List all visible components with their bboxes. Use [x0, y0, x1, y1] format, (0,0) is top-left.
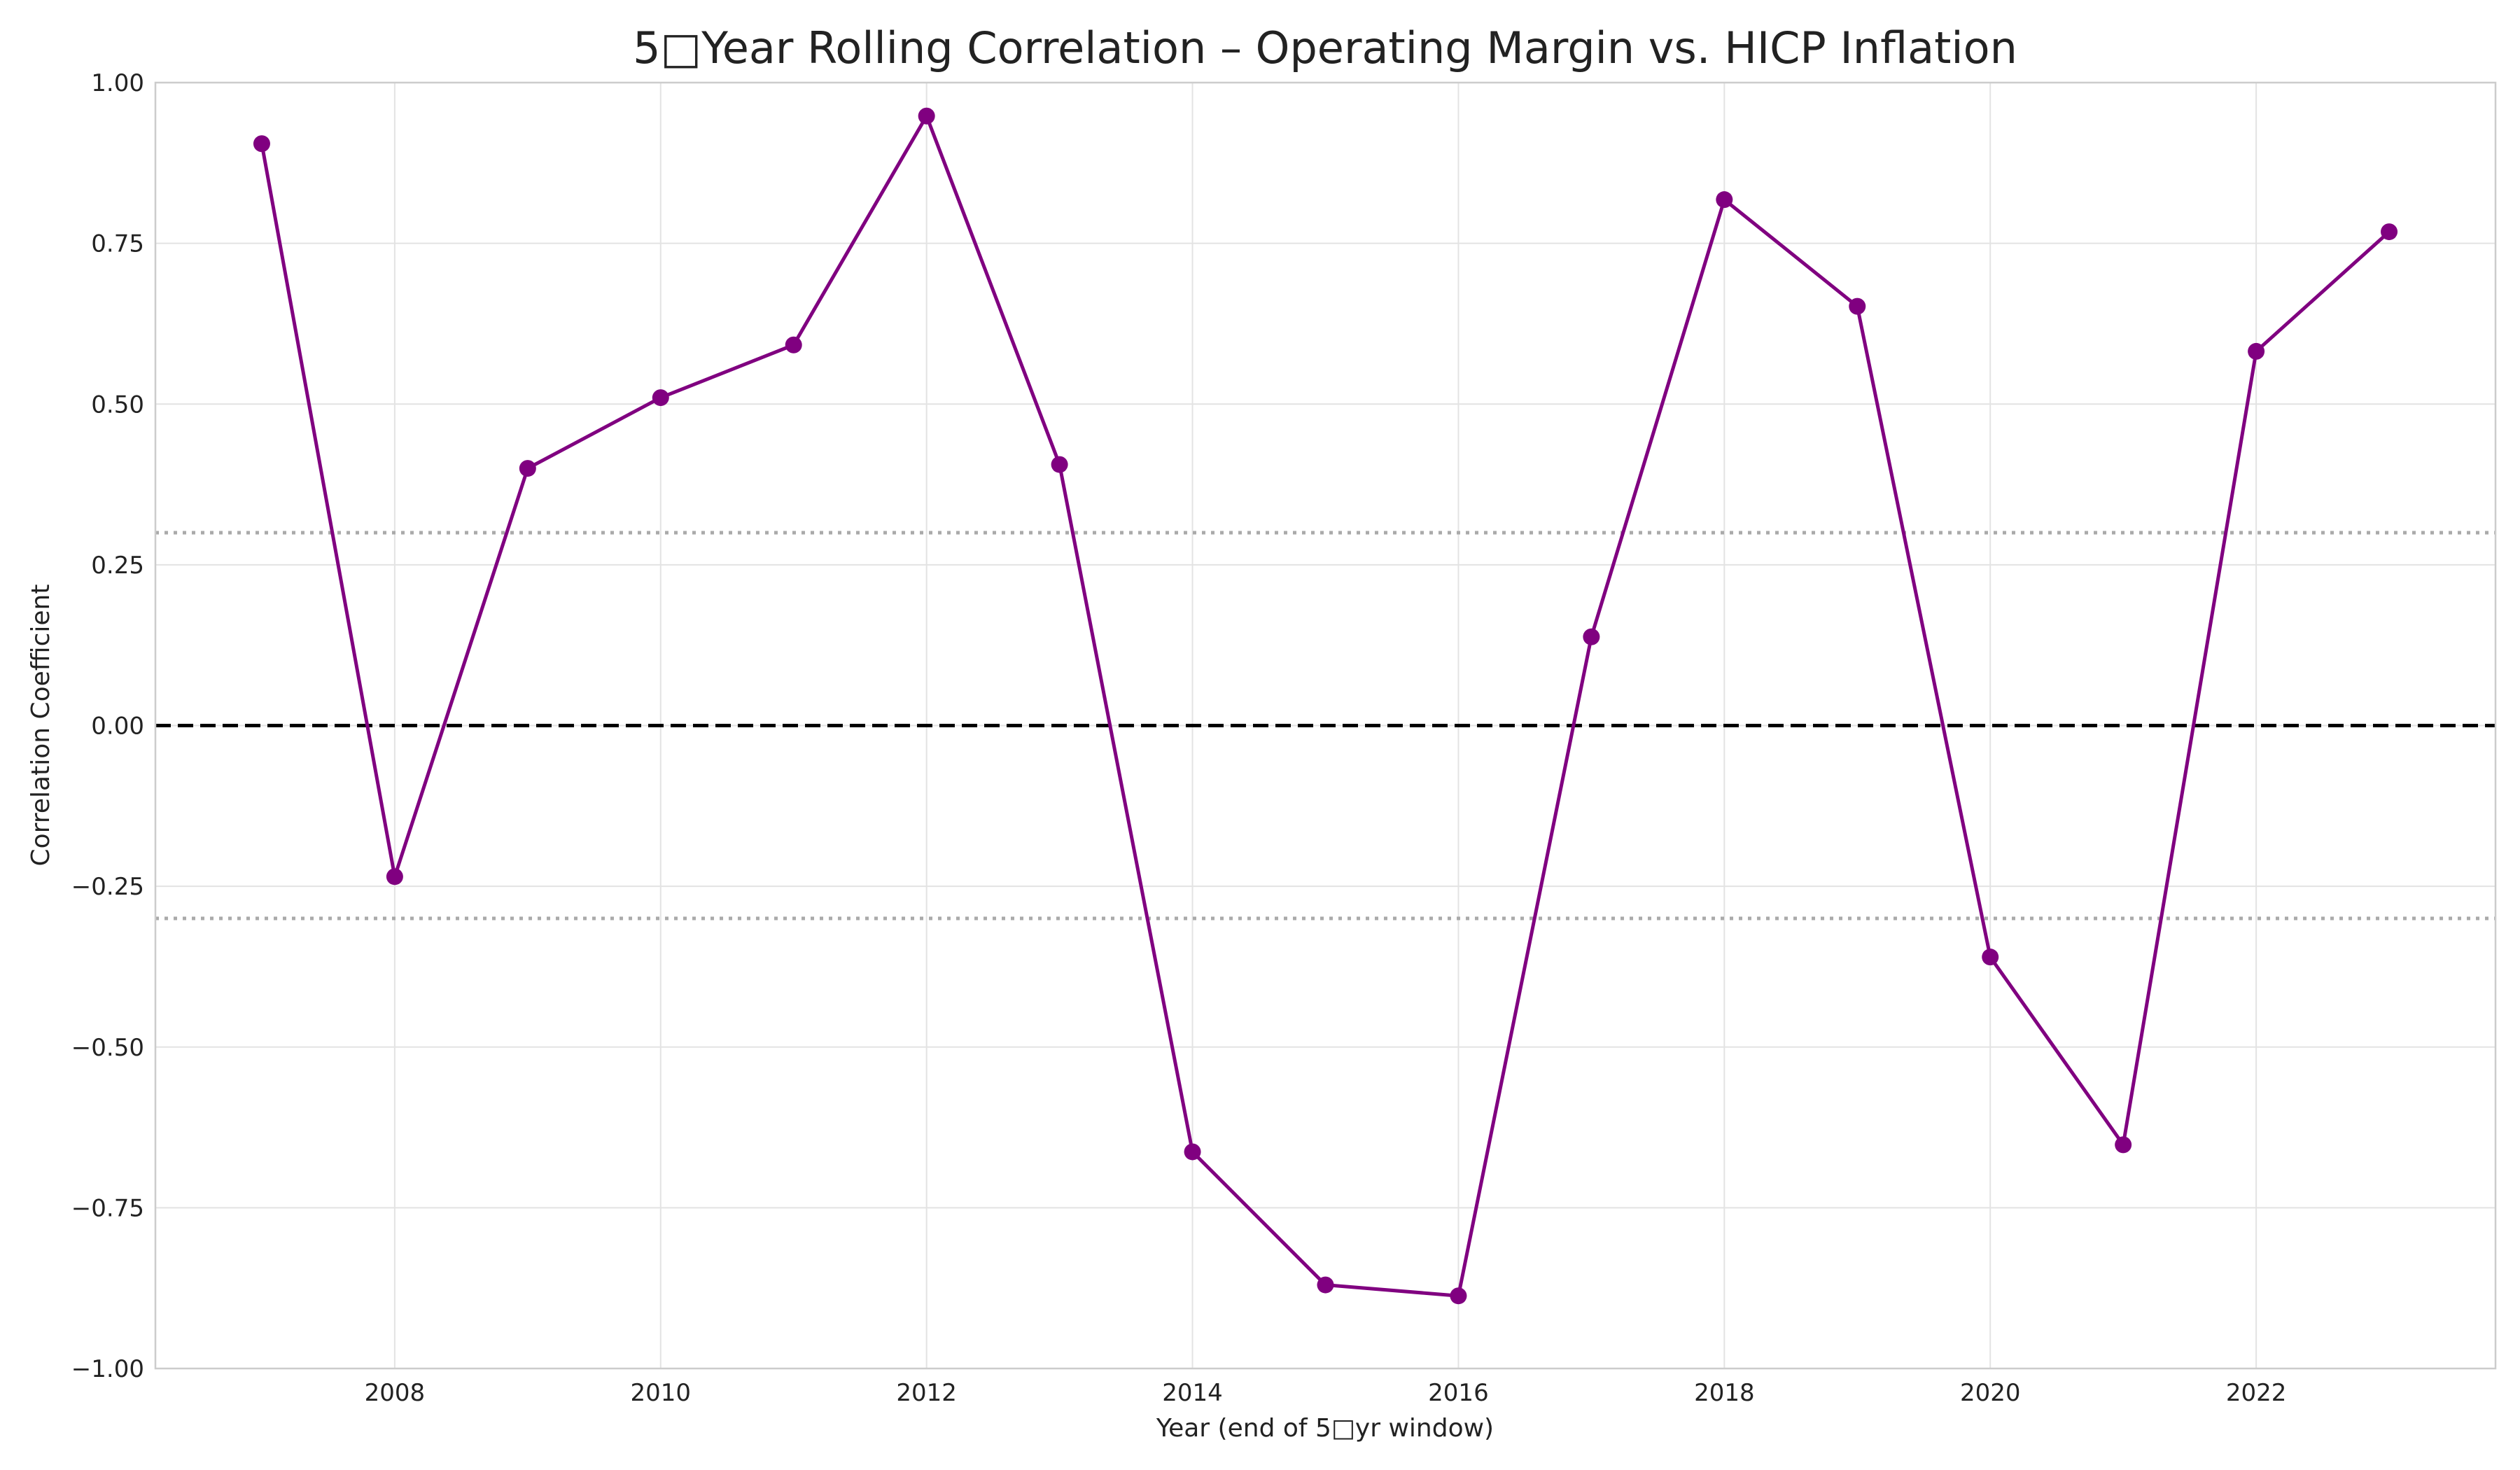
data-point [1982, 948, 1999, 966]
y-axis-label: Correlation Coefficient [27, 584, 55, 867]
y-tick-label: 0.50 [91, 391, 144, 419]
x-tick-label: 2022 [2226, 1379, 2287, 1407]
x-tick-label: 2014 [1162, 1379, 1223, 1407]
plot-frame [154, 81, 2497, 1370]
data-point [2381, 223, 2398, 241]
x-tick-label: 2010 [631, 1379, 692, 1407]
x-tick-label: 2020 [1960, 1379, 2021, 1407]
reference-lines [155, 531, 2496, 920]
data-point [1450, 1287, 1467, 1305]
data-point [1716, 191, 1733, 209]
y-tick-labels: 1.00 0.75 0.50 0.25 0.00 −0.25 −0.50 −0.75 −1.00 [71, 69, 144, 1383]
x-axis-label: Year (end of 5□yr window) [1156, 1414, 1494, 1443]
y-tick-label: 0.25 [91, 552, 144, 580]
y-tick-label: 0.00 [91, 713, 144, 741]
data-point [652, 389, 669, 407]
data-point [1051, 456, 1068, 473]
y-tick-label: −0.75 [71, 1194, 144, 1222]
data-point [2115, 1136, 2132, 1154]
data-point [519, 460, 536, 477]
x-tick-label: 2018 [1694, 1379, 1755, 1407]
data-point [2248, 342, 2265, 360]
y-tick-label: −0.50 [71, 1034, 144, 1062]
series-layer [253, 107, 2398, 1305]
data-point [918, 107, 935, 125]
data-point [785, 336, 802, 354]
x-tick-label: 2008 [365, 1379, 426, 1407]
data-point [1317, 1276, 1334, 1294]
y-tick-label: 1.00 [91, 69, 144, 97]
data-point [1184, 1143, 1201, 1161]
y-tick-label: −1.00 [71, 1355, 144, 1383]
data-point [1849, 298, 1866, 315]
y-tick-label: −0.25 [71, 873, 144, 901]
x-tick-labels: 2008 2010 2012 2014 2016 2018 2020 2022 [365, 1379, 2287, 1407]
data-point [1583, 628, 1600, 645]
x-tick-label: 2016 [1428, 1379, 1489, 1407]
chart-title: 5□Year Rolling Correlation – Operating M… [633, 22, 2017, 74]
data-point [253, 135, 270, 153]
x-tick-label: 2012 [896, 1379, 957, 1407]
y-tick-label: 0.75 [91, 230, 144, 258]
data-point [386, 868, 403, 886]
